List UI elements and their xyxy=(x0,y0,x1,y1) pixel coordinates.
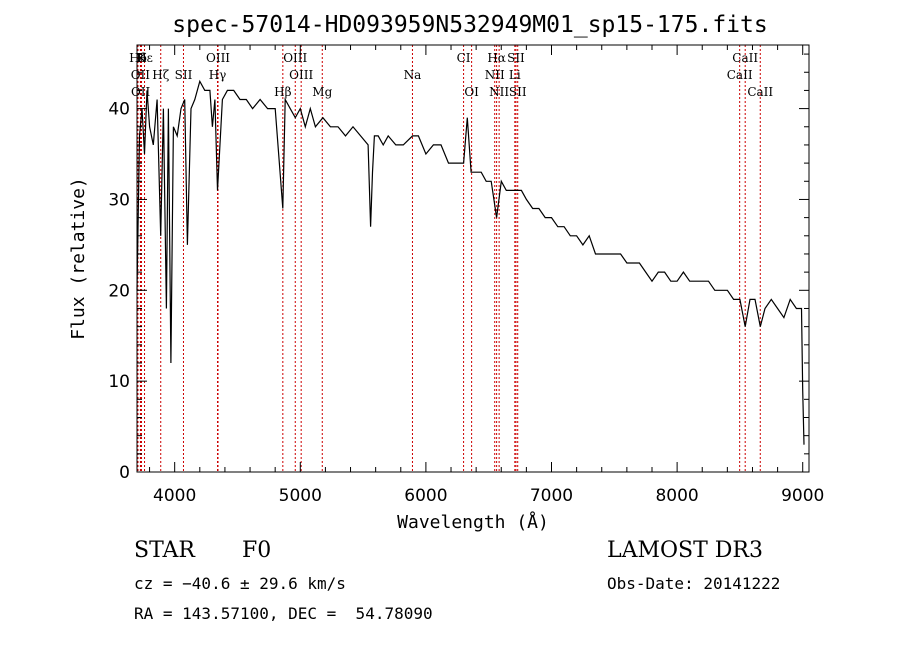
spectral-line-label: SII xyxy=(507,51,525,65)
spectral-line-label: Hβ xyxy=(274,85,291,99)
spectral-line-label: Hα xyxy=(487,51,506,65)
line-markers xyxy=(137,45,761,472)
observation-date: Obs-Date: 20141222 xyxy=(607,574,781,593)
y-tick-label: 10 xyxy=(108,372,130,392)
spectral-line-label: OIII xyxy=(206,51,230,65)
spectral-line-label: OII xyxy=(131,68,151,82)
spectral-line-label: K xyxy=(137,51,147,65)
y-axis: 0 10 20 30 40 xyxy=(108,53,809,483)
x-tick-label: 8000 xyxy=(655,486,698,506)
plot-frame xyxy=(136,44,810,473)
x-tick-label: 4000 xyxy=(153,486,196,506)
y-tick-label: 0 xyxy=(119,463,130,483)
spectral-line-label: OIII xyxy=(283,51,307,65)
spectral-line-label: Hε xyxy=(136,51,153,65)
spectral-line-label: OI xyxy=(464,85,479,99)
spectral-line-label: Mg xyxy=(312,85,332,99)
spectral-line-label: CaII xyxy=(732,51,758,65)
x-axis: 4000 5000 6000 7000 8000 9000 xyxy=(149,45,824,506)
spectral-line-label: CaII xyxy=(747,85,773,99)
redshift-velocity: cz = −40.6 ± 29.6 km/s xyxy=(134,574,346,593)
x-axis-label: Wavelength (Å) xyxy=(397,511,549,533)
spectrum-line xyxy=(136,79,805,445)
spectral-line-label: OII xyxy=(131,85,151,99)
x-tick-label: 9000 xyxy=(781,486,824,506)
spectral-line-label: NII xyxy=(489,85,509,99)
spectral-line-label: CaII xyxy=(727,68,753,82)
y-tick-label: 40 xyxy=(108,100,130,120)
spectral-line-label: Hζ xyxy=(152,68,169,82)
spectral-line-label: SII xyxy=(175,68,193,82)
spectral-line-label: SII xyxy=(509,85,527,99)
chart-title: spec-57014-HD093959N532949M01_sp15-175.f… xyxy=(172,12,767,38)
spectral-line-label: CI xyxy=(457,51,471,65)
survey-name: LAMOST DR3 xyxy=(607,538,763,563)
x-tick-label: 6000 xyxy=(404,486,447,506)
spectral-line-label: OIII xyxy=(289,68,313,82)
spectrum-series xyxy=(136,79,805,445)
spectral-line-label: Li xyxy=(509,68,521,82)
y-axis-label: Flux (relative) xyxy=(68,177,89,340)
y-tick-label: 20 xyxy=(108,281,130,301)
spectral-line-label: Hγ xyxy=(209,68,227,82)
spectral-line-label: NII xyxy=(485,68,505,82)
y-tick-label: 30 xyxy=(108,190,130,210)
x-tick-label: 5000 xyxy=(279,486,322,506)
spectral-line-label: Na xyxy=(404,68,422,82)
sky-coordinates: RA = 143.57100, DEC = 54.78090 xyxy=(134,604,433,623)
spectral-subclass: F0 xyxy=(242,538,272,563)
object-type: STAR xyxy=(134,538,195,563)
x-tick-label: 7000 xyxy=(530,486,573,506)
spectral-line-label: Hδ xyxy=(129,51,147,65)
